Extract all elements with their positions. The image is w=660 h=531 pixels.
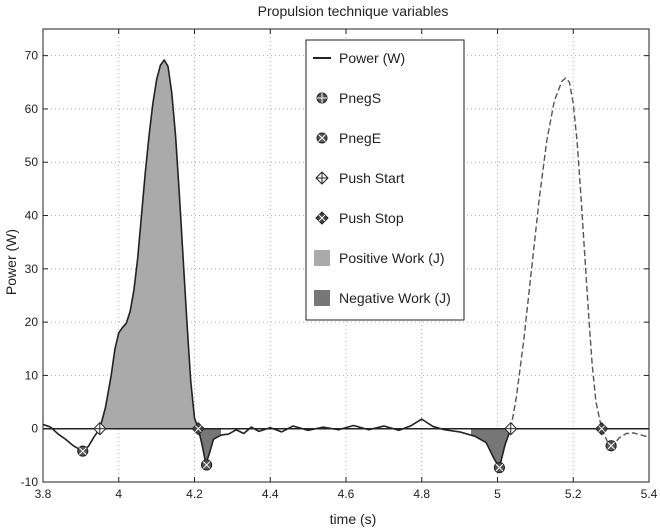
legend-item-power-w: Power (W) [313,50,405,66]
y-tick-label: 20 [25,315,39,329]
chart-title: Propulsion technique variables [258,3,449,19]
legend-item-pnegs: PnegS [316,90,381,106]
pnege-marker [201,459,213,471]
x-tick-label: 4.8 [413,487,430,501]
x-tick-label: 5 [494,487,501,501]
legend-color-swatch [314,290,330,306]
negative-work-area [470,428,511,468]
legend-item-push-stop: Push Stop [315,210,404,226]
y-tick-label: 70 [25,49,39,63]
legend-item-positive-work-j: Positive Work (J) [314,250,445,266]
legend-symbol [316,132,328,144]
event-markers [77,421,617,474]
legend: Power (W) PnegS PnegE Push Start Push Stop Po… [305,39,465,321]
x-tick-label: 4.6 [338,487,355,501]
push-stop-marker [191,421,205,436]
legend-label: Power (W) [339,50,405,66]
push-stop-marker [594,421,609,436]
y-tick-label: 60 [25,102,39,116]
legend-symbol [315,171,329,185]
legend-label: Push Stop [339,210,404,226]
legend-color-swatch [314,250,330,266]
legend-item-push-start: Push Start [315,170,404,186]
y-tick-label: 50 [25,155,39,169]
legend-symbol [316,92,328,104]
y-tick-label: 40 [25,209,39,223]
axes: 3.8 4 4.2 4.4 4.6 4.8 5 5.2 5.4 -10 0 10 20 30 40 50 60 7… [21,28,658,501]
pnege-marker [77,445,89,457]
legend-label: Negative Work (J) [339,290,451,306]
y-tick-label: 0 [31,422,38,436]
legend-item-negative-work-j: Negative Work (J) [314,290,451,306]
pnege-marker [605,440,617,452]
pnege-marker [493,462,505,474]
positive-work-area [99,59,199,429]
x-axis-label: time (s) [330,511,377,527]
push-start-marker [93,421,107,436]
legend-label: Positive Work (J) [339,250,445,266]
legend-label: PnegS [339,90,381,106]
legend-item-pnege: PnegE [316,130,381,146]
x-tick-label: 4.4 [262,487,279,501]
y-tick-label: -10 [21,475,39,489]
power-lines [42,59,650,469]
x-tick-label: 4.2 [186,487,203,501]
legend-symbol [315,211,329,225]
power-series-line [42,59,512,469]
y-tick-label: 10 [25,368,39,382]
x-tick-label: 5.4 [641,487,658,501]
x-tick-label: 4 [115,487,122,501]
legend-box [305,39,465,321]
legend-label: Push Start [339,170,404,186]
x-tick-label: 3.8 [35,487,52,501]
legend-label: PnegE [339,130,381,146]
y-axis-label: Power (W) [3,229,19,295]
y-tick-label: 30 [25,262,39,276]
x-tick-label: 5.2 [565,487,582,501]
power-series-line-dashed [510,77,650,447]
work-areas [99,59,511,468]
push-start-marker [504,421,518,436]
